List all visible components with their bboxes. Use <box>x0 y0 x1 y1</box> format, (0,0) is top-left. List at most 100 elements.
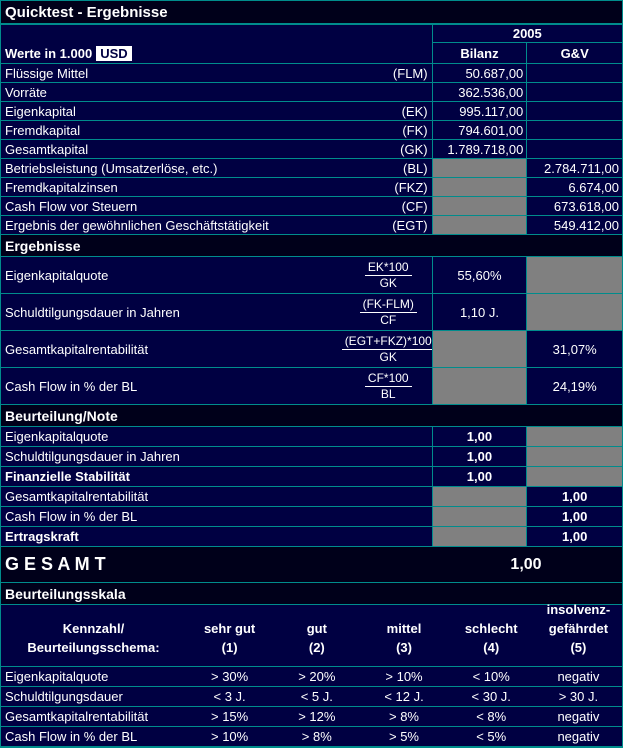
row-abbr <box>345 83 432 101</box>
result-cell-bilanz: 1,10 J. <box>431 294 527 330</box>
scale-grade-header: sehr gut (1) <box>203 621 256 656</box>
scale-cell: negativ <box>557 709 600 724</box>
row-spacer <box>345 467 432 486</box>
scale-cell: < 8% <box>476 709 507 724</box>
sheet-title-bar: Quicktest - Ergebnisse <box>1 1 622 25</box>
gv-cell-disabled <box>526 427 622 446</box>
gv-cell[interactable]: 2.784.711,00 <box>526 159 622 177</box>
bilanz-cell[interactable]: 50.687,00 <box>431 64 527 82</box>
bilanz-cell[interactable]: 995.117,00 <box>431 102 527 120</box>
row-spacer <box>345 447 432 466</box>
scale-row: Eigenkapitalquote > 30% > 20% > 10% < 10… <box>1 667 622 687</box>
scale-grade-header: schlecht (4) <box>464 621 518 656</box>
scale-cell: > 30% <box>210 669 249 684</box>
row-abbr: (GK) <box>400 141 428 157</box>
scale-grade-header: gut (2) <box>306 621 327 656</box>
total-label: G E S A M T <box>5 554 106 574</box>
row-abbr: (FLM) <box>392 65 428 81</box>
row-abbr: (CF) <box>401 198 428 214</box>
scale-cell: < 10% <box>472 669 510 684</box>
scale-row-label: Eigenkapitalquote <box>5 669 109 684</box>
scale-cell: > 30 J. <box>558 689 599 704</box>
formula-denominator: GK <box>379 275 397 290</box>
row-abbr: (FKZ) <box>394 179 428 195</box>
result-row: Eigenkapitalquote EK*100 GK 55,60% <box>1 257 622 294</box>
currency-cell[interactable]: USD <box>96 45 132 61</box>
rating-cell-gv: 1,00 <box>526 527 622 546</box>
section-header-ergebnisse: Ergebnisse <box>1 235 622 257</box>
gv-cell <box>526 140 622 158</box>
section-header-beurteilungsskala: Beurteilungsskala <box>1 583 622 605</box>
scale-cell: > 20% <box>298 669 336 684</box>
row-label: Eigenkapitalquote <box>5 429 109 444</box>
gv-cell-disabled <box>526 257 622 293</box>
gv-cell[interactable]: 673.618,00 <box>526 197 622 215</box>
row-abbr: (EK) <box>401 103 428 119</box>
scale-cell: < 3 J. <box>213 689 246 704</box>
bilanz-cell[interactable]: 362.536,00 <box>431 83 527 101</box>
page-title: Quicktest - Ergebnisse <box>5 3 168 21</box>
scale-row: Schuldtilgungsdauer < 3 J. < 5 J. < 12 J… <box>1 687 622 707</box>
row-label: Eigenkapitalquote <box>5 267 109 283</box>
bilanz-cell-disabled <box>431 216 527 234</box>
row-label: Cash Flow in % der BL <box>5 378 138 394</box>
row-label: Ergebnis der gewöhnlichen Geschäftstätig… <box>5 217 269 233</box>
scale-cell: > 10% <box>385 669 423 684</box>
formula-fraction: EK*100 GK <box>345 257 432 293</box>
formula-fraction: (FK-FLM) CF <box>345 294 432 330</box>
scale-row-label: Cash Flow in % der BL <box>5 729 138 744</box>
scale-row-label: Schuldtilgungsdauer <box>5 689 123 704</box>
scale-cell: < 5 J. <box>300 689 333 704</box>
formula-numerator: EK*100 <box>364 260 412 276</box>
table-row: Fremdkapitalzinsen (FKZ) 6.674,00 <box>1 178 622 197</box>
formula-denominator: BL <box>380 386 396 401</box>
bilanz-cell[interactable]: 1.789.718,00 <box>431 140 527 158</box>
formula-fraction: CF*100 BL <box>345 368 432 404</box>
rating-row: Finanzielle Stabilität 1,00 <box>1 467 622 487</box>
gv-cell[interactable]: 549.412,00 <box>526 216 622 234</box>
formula-denominator: CF <box>380 312 397 327</box>
row-label: Finanzielle Stabilität <box>5 469 130 484</box>
gv-cell-disabled <box>526 467 622 486</box>
scale-cell: < 5% <box>476 729 507 744</box>
section-title: Beurteilung/Note <box>5 407 118 424</box>
scale-row: Cash Flow in % der BL > 10% > 8% > 5% < … <box>1 727 622 747</box>
section-title: Ergebnisse <box>5 237 81 254</box>
gv-cell <box>526 102 622 120</box>
formula-numerator: (EGT+FKZ)*100 <box>341 334 435 350</box>
scale-cell: negativ <box>557 729 600 744</box>
row-spacer <box>345 487 432 506</box>
gv-cell <box>526 64 622 82</box>
bilanz-cell[interactable]: 794.601,00 <box>431 121 527 139</box>
row-label: Vorräte <box>5 84 47 100</box>
formula-fraction: (EGT+FKZ)*100 GK <box>341 331 435 367</box>
result-cell-gv: 24,19% <box>526 368 622 404</box>
section-header-beurteilung: Beurteilung/Note <box>1 405 622 427</box>
rating-row: Eigenkapitalquote 1,00 <box>1 427 622 447</box>
table-row: Cash Flow vor Steuern (CF) 673.618,00 <box>1 197 622 216</box>
result-cell-gv: 31,07% <box>526 331 622 367</box>
gv-cell[interactable]: 6.674,00 <box>526 178 622 196</box>
rating-row: Schuldtilgungsdauer in Jahren 1,00 <box>1 447 622 467</box>
bilanz-cell-disabled <box>431 178 527 196</box>
scale-row-label: Gesamtkapitalrentabilität <box>5 709 149 724</box>
row-label: Gesamtkapital <box>5 141 89 157</box>
bilanz-column-header: Bilanz <box>431 43 527 63</box>
formula-numerator: CF*100 <box>364 371 412 387</box>
scale-corner-label: Kennzahl/ Beurteilungsschema: <box>27 621 160 656</box>
row-abbr: (BL) <box>403 160 428 176</box>
rating-cell-gv: 1,00 <box>526 507 622 526</box>
bilanz-cell-disabled <box>431 507 527 526</box>
table-row: Eigenkapital (EK) 995.117,00 <box>1 102 622 121</box>
total-row: G E S A M T 1,00 <box>1 547 622 583</box>
formula-numerator: (FK-FLM) <box>359 297 417 313</box>
table-row: Ergebnis der gewöhnlichen Geschäftstätig… <box>1 216 622 235</box>
result-cell-bilanz: 55,60% <box>431 257 527 293</box>
row-label: Gesamtkapitalrentabilität <box>5 489 149 504</box>
table-row: Vorräte 362.536,00 <box>1 83 622 102</box>
section-title: Beurteilungsskala <box>5 585 126 602</box>
bilanz-cell-disabled <box>431 159 527 177</box>
scale-cell: > 15% <box>210 709 249 724</box>
result-row: Schuldtilgungsdauer in Jahren (FK-FLM) C… <box>1 294 622 331</box>
formula-denominator: GK <box>379 349 397 364</box>
